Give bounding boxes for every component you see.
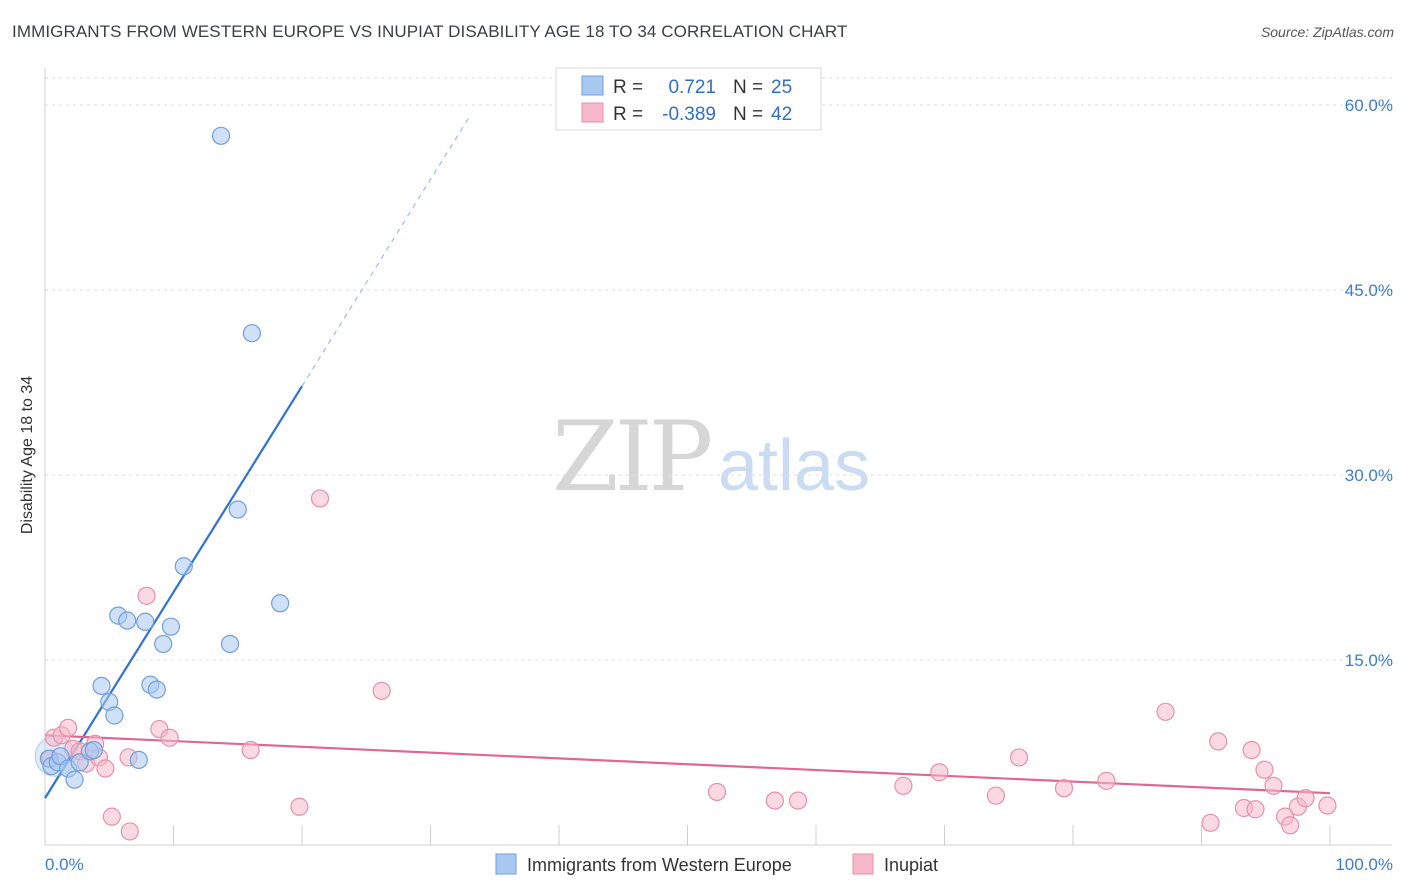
point-inupiat [986,786,1006,805]
point-western-europe [242,324,261,343]
legend-n-value-2: 42 [771,104,792,125]
y-tick-label: 45.0% [1345,281,1393,300]
point-western-europe [129,750,148,770]
point-inupiat [1097,771,1116,790]
point-inupiat [241,740,260,760]
point-inupiat [310,489,330,508]
point-western-europe [65,770,84,789]
y-tick-label: 60.0% [1345,96,1393,115]
correlation-legend: R = 0.721 N = 25 R = -0.389 N = 42 [555,67,822,131]
point-inupiat [1242,740,1261,760]
point-inupiat [930,763,949,782]
point-western-europe [271,594,290,613]
point-inupiat [120,822,139,841]
legend-r-label-1: R = [613,77,643,98]
point-inupiat [160,728,179,747]
chart-title: IMMIGRANTS FROM WESTERN EUROPE VS INUPIA… [12,22,848,41]
point-western-europe [136,612,155,631]
point-western-europe [154,634,173,654]
watermark-atlas: atlas [718,426,870,506]
point-inupiat [894,776,913,795]
axes [44,68,1392,846]
point-inupiat [1209,732,1228,751]
point-inupiat [102,807,121,826]
legend-n-value-1: 25 [771,77,792,98]
point-inupiat [788,791,808,810]
point-inupiat [59,718,78,737]
point-inupiat [290,797,309,816]
point-inupiat [1156,702,1175,721]
point-inupiat [1246,800,1265,819]
series-legend-label-1: Immigrants from Western Europe [527,855,792,875]
series-legend-swatch-blue [495,853,517,875]
legend-n-label-1: N = [733,77,763,98]
point-western-europe [220,634,240,654]
source-label: Source: ZipAtlas.com [1260,24,1394,40]
legend-r-value-1: 0.721 [668,77,716,98]
point-inupiat [765,791,784,810]
legend-swatch-blue [581,75,604,96]
trend-line-blue [44,385,303,799]
point-western-europe [84,740,103,760]
y-tick-label: 15.0% [1345,651,1393,670]
series-legend-label-2: Inupiat [884,855,938,875]
trend-line-blue-extension [301,117,470,387]
point-inupiat [1054,779,1074,798]
series-legend-swatch-pink [852,853,874,875]
point-western-europe [92,676,111,696]
point-western-europe [118,611,137,630]
point-inupiat [372,681,391,700]
point-western-europe [161,617,181,636]
legend-r-value-2: -0.389 [662,104,716,125]
series-legend: Immigrants from Western Europe Inupiat [495,853,938,875]
point-western-europe [70,753,89,772]
point-western-europe [228,500,247,519]
x-tick-label: 100.0% [1335,855,1393,874]
point-inupiat [1264,776,1283,795]
axis-ticks: 15.0% 30.0% 45.0% 60.0% 0.0% 100.0% [45,96,1393,874]
point-inupiat [707,782,727,802]
legend-swatch-pink [581,102,604,123]
point-western-europe [147,680,166,699]
point-inupiat [1201,813,1220,832]
point-inupiat [1296,789,1315,808]
point-inupiat [137,586,156,605]
watermark-zip: ZIP [552,401,711,513]
y-tick-label: 30.0% [1345,466,1393,485]
point-western-europe [211,126,231,145]
point-inupiat [1281,816,1300,835]
x-tick-label: 0.0% [45,855,84,874]
point-western-europe [174,557,193,576]
legend-n-label-2: N = [733,104,763,125]
point-inupiat [1255,760,1274,779]
point-inupiat [96,759,115,778]
point-inupiat [1318,796,1337,815]
grid-lines [45,77,1392,661]
data-points [34,126,1337,841]
point-inupiat [1009,748,1029,767]
trend-line-pink [44,734,1331,795]
point-western-europe [105,706,124,725]
trend-lines [44,117,1331,799]
legend-r-label-2: R = [613,104,643,125]
